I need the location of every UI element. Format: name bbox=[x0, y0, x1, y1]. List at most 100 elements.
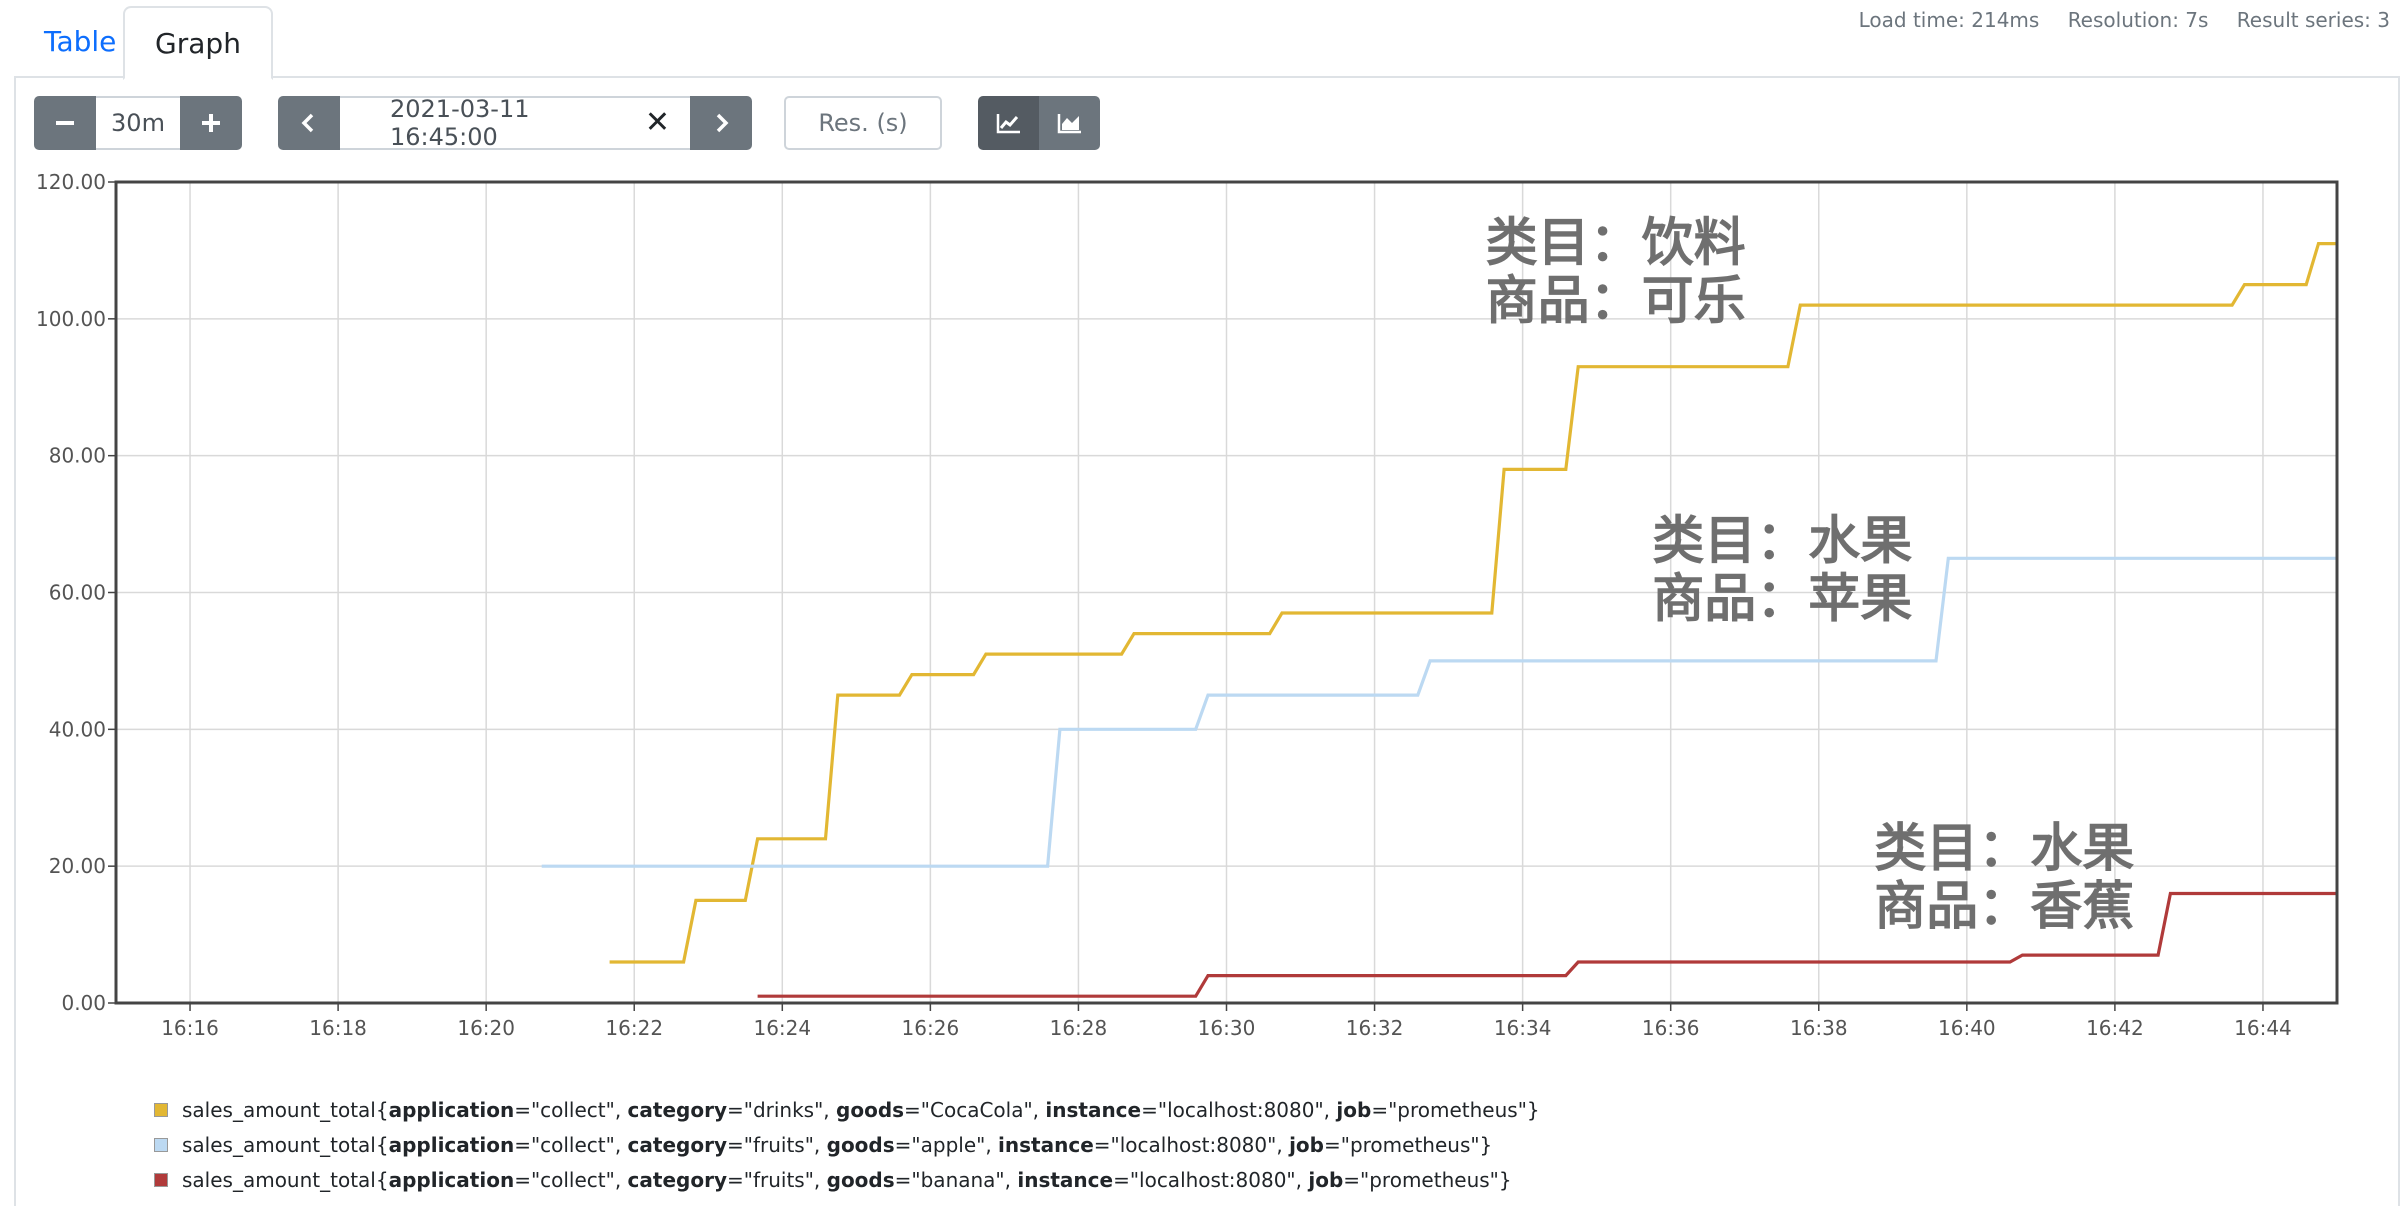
legend-label-part: ="prometheus"} bbox=[1371, 1097, 1540, 1122]
legend-label-key: instance bbox=[1017, 1167, 1114, 1192]
x-tick-label: 16:18 bbox=[309, 1016, 367, 1040]
series-line-0 bbox=[609, 241, 2337, 964]
legend-label-key: job bbox=[1336, 1097, 1372, 1122]
y-tick-label: 40.00 bbox=[49, 717, 106, 741]
x-tick-label: 16:26 bbox=[902, 1016, 960, 1040]
legend-label-part: sales_amount_total{ bbox=[182, 1132, 389, 1157]
graph-panel bbox=[14, 78, 2400, 1206]
x-tick-label: 16:44 bbox=[2234, 1016, 2292, 1040]
legend-label-key: application bbox=[388, 1167, 515, 1192]
unstacked-button[interactable] bbox=[978, 96, 1039, 150]
x-tick-label: 16:24 bbox=[753, 1016, 811, 1040]
legend-item[interactable]: sales_amount_total{application="collect"… bbox=[154, 1127, 1540, 1162]
annotation-line1: 类目：饮料 bbox=[1486, 214, 1746, 274]
resolution-input[interactable]: Res. (s) bbox=[784, 96, 942, 150]
x-tick-label: 16:30 bbox=[1198, 1016, 1256, 1040]
legend-label-part: ="localhost:8080", bbox=[1113, 1167, 1309, 1192]
y-tick-label: 100.00 bbox=[36, 307, 106, 331]
legend-label-key: goods bbox=[836, 1097, 905, 1122]
legend-label-part: ="CocaCola", bbox=[904, 1097, 1046, 1122]
legend-swatch bbox=[154, 1102, 168, 1117]
tabs-bar bbox=[14, 0, 2400, 78]
range-group: 30m bbox=[34, 96, 242, 150]
tab-table[interactable]: Table bbox=[44, 25, 117, 58]
earlier-button[interactable] bbox=[278, 96, 340, 150]
legend-item[interactable]: sales_amount_total{application="collect"… bbox=[154, 1092, 1540, 1127]
legend-label: sales_amount_total{application="collect"… bbox=[182, 1133, 1492, 1157]
y-tick-label: 80.00 bbox=[49, 444, 106, 468]
y-tick-label: 120.00 bbox=[36, 170, 106, 194]
annotation-line2: 商品：可乐 bbox=[1486, 272, 1746, 332]
resolution: Resolution: 7s bbox=[2067, 8, 2209, 32]
legend-label-part: ="collect", bbox=[514, 1097, 628, 1122]
x-tick-label: 16:40 bbox=[1938, 1016, 1996, 1040]
legend-label-key: job bbox=[1289, 1132, 1324, 1157]
legend-label-part: ="drinks", bbox=[726, 1097, 837, 1122]
legend-label: sales_amount_total{application="collect"… bbox=[182, 1098, 1540, 1122]
legend-label-part: ="localhost:8080", bbox=[1141, 1097, 1337, 1122]
x-tick-label: 16:36 bbox=[1642, 1016, 1700, 1040]
increase-range-button[interactable] bbox=[180, 96, 242, 150]
annotation-line1: 类目：水果 bbox=[1652, 511, 1912, 571]
y-tick-label: 60.00 bbox=[49, 581, 106, 605]
legend-label-part: ="banana", bbox=[894, 1167, 1018, 1192]
area-chart-icon bbox=[1057, 114, 1081, 134]
legend-label-key: instance bbox=[998, 1132, 1094, 1157]
legend-label-key: category bbox=[627, 1132, 727, 1157]
x-tick-label: 16:38 bbox=[1790, 1016, 1848, 1040]
annotation-line2: 商品：香蕉 bbox=[1874, 877, 2134, 937]
legend-label-part: ="collect", bbox=[514, 1167, 628, 1192]
legend-label-key: application bbox=[388, 1132, 515, 1157]
legend-label-part: ="fruits", bbox=[726, 1167, 827, 1192]
legend-label-key: instance bbox=[1045, 1097, 1142, 1122]
legend-item[interactable]: sales_amount_total{application="collect"… bbox=[154, 1162, 1540, 1197]
chart-mode-group bbox=[978, 96, 1100, 150]
close-icon[interactable]: ✕ bbox=[644, 105, 670, 140]
legend-label: sales_amount_total{application="collect"… bbox=[182, 1168, 1512, 1192]
x-tick-label: 16:32 bbox=[1346, 1016, 1404, 1040]
series-line-1 bbox=[541, 556, 2337, 868]
end-time-input[interactable]: 2021-03-11 16:45:00 ✕ bbox=[340, 95, 690, 151]
end-time-group: 2021-03-11 16:45:00 ✕ bbox=[278, 95, 752, 151]
time-series-chart[interactable]: 0.00 20.00 40.00 60.00 80.00 100.00 120.00 16:1… bbox=[0, 160, 2400, 1050]
legend-label-key: job bbox=[1308, 1167, 1344, 1192]
stacked-button[interactable] bbox=[1039, 96, 1100, 150]
legend-label-part: sales_amount_total{ bbox=[182, 1097, 389, 1122]
annotation-line2: 商品：苹果 bbox=[1652, 569, 1912, 629]
end-time-value: 2021-03-11 16:45:00 bbox=[390, 95, 530, 151]
result-series: Result series: 3 bbox=[2236, 8, 2390, 32]
chevron-left-icon bbox=[301, 113, 314, 133]
chart-legend: sales_amount_total{application="collect"… bbox=[154, 1092, 1540, 1197]
tab-graph[interactable]: Graph bbox=[123, 6, 273, 80]
x-tick-label: 16:34 bbox=[1494, 1016, 1552, 1040]
line-chart-icon bbox=[996, 114, 1020, 134]
legend-label-part: ="prometheus"} bbox=[1323, 1132, 1493, 1157]
legend-label-part: ="collect", bbox=[514, 1132, 628, 1157]
x-tick-label: 16:42 bbox=[2086, 1016, 2144, 1040]
legend-label-part: sales_amount_total{ bbox=[182, 1167, 389, 1192]
plot-border bbox=[114, 180, 2339, 1005]
x-tick-label: 16:20 bbox=[457, 1016, 515, 1040]
x-tick-label: 16:22 bbox=[605, 1016, 663, 1040]
minus-icon bbox=[56, 121, 74, 125]
legend-label-part: ="fruits", bbox=[726, 1132, 827, 1157]
load-time: Load time: 214ms bbox=[1858, 8, 2040, 32]
later-button[interactable] bbox=[690, 96, 752, 150]
chevron-right-icon bbox=[716, 113, 729, 133]
legend-label-key: category bbox=[627, 1167, 727, 1192]
legend-swatch bbox=[154, 1137, 168, 1152]
plus-icon bbox=[202, 114, 220, 132]
legend-label-key: application bbox=[388, 1097, 515, 1122]
y-tick-label: 0.00 bbox=[61, 991, 106, 1015]
legend-label-key: goods bbox=[826, 1132, 895, 1157]
legend-label-part: ="apple", bbox=[894, 1132, 999, 1157]
query-stats: Load time: 214ms Resolution: 7s Result s… bbox=[1837, 8, 2390, 32]
legend-label-part: ="prometheus"} bbox=[1343, 1167, 1512, 1192]
legend-swatch bbox=[154, 1172, 168, 1187]
series-line-2 bbox=[757, 891, 2337, 998]
range-input[interactable]: 30m bbox=[96, 96, 180, 150]
x-tick-label: 16:16 bbox=[161, 1016, 219, 1040]
y-tick-label: 20.00 bbox=[49, 854, 106, 878]
decrease-range-button[interactable] bbox=[34, 96, 96, 150]
x-tick-label: 16:28 bbox=[1050, 1016, 1108, 1040]
